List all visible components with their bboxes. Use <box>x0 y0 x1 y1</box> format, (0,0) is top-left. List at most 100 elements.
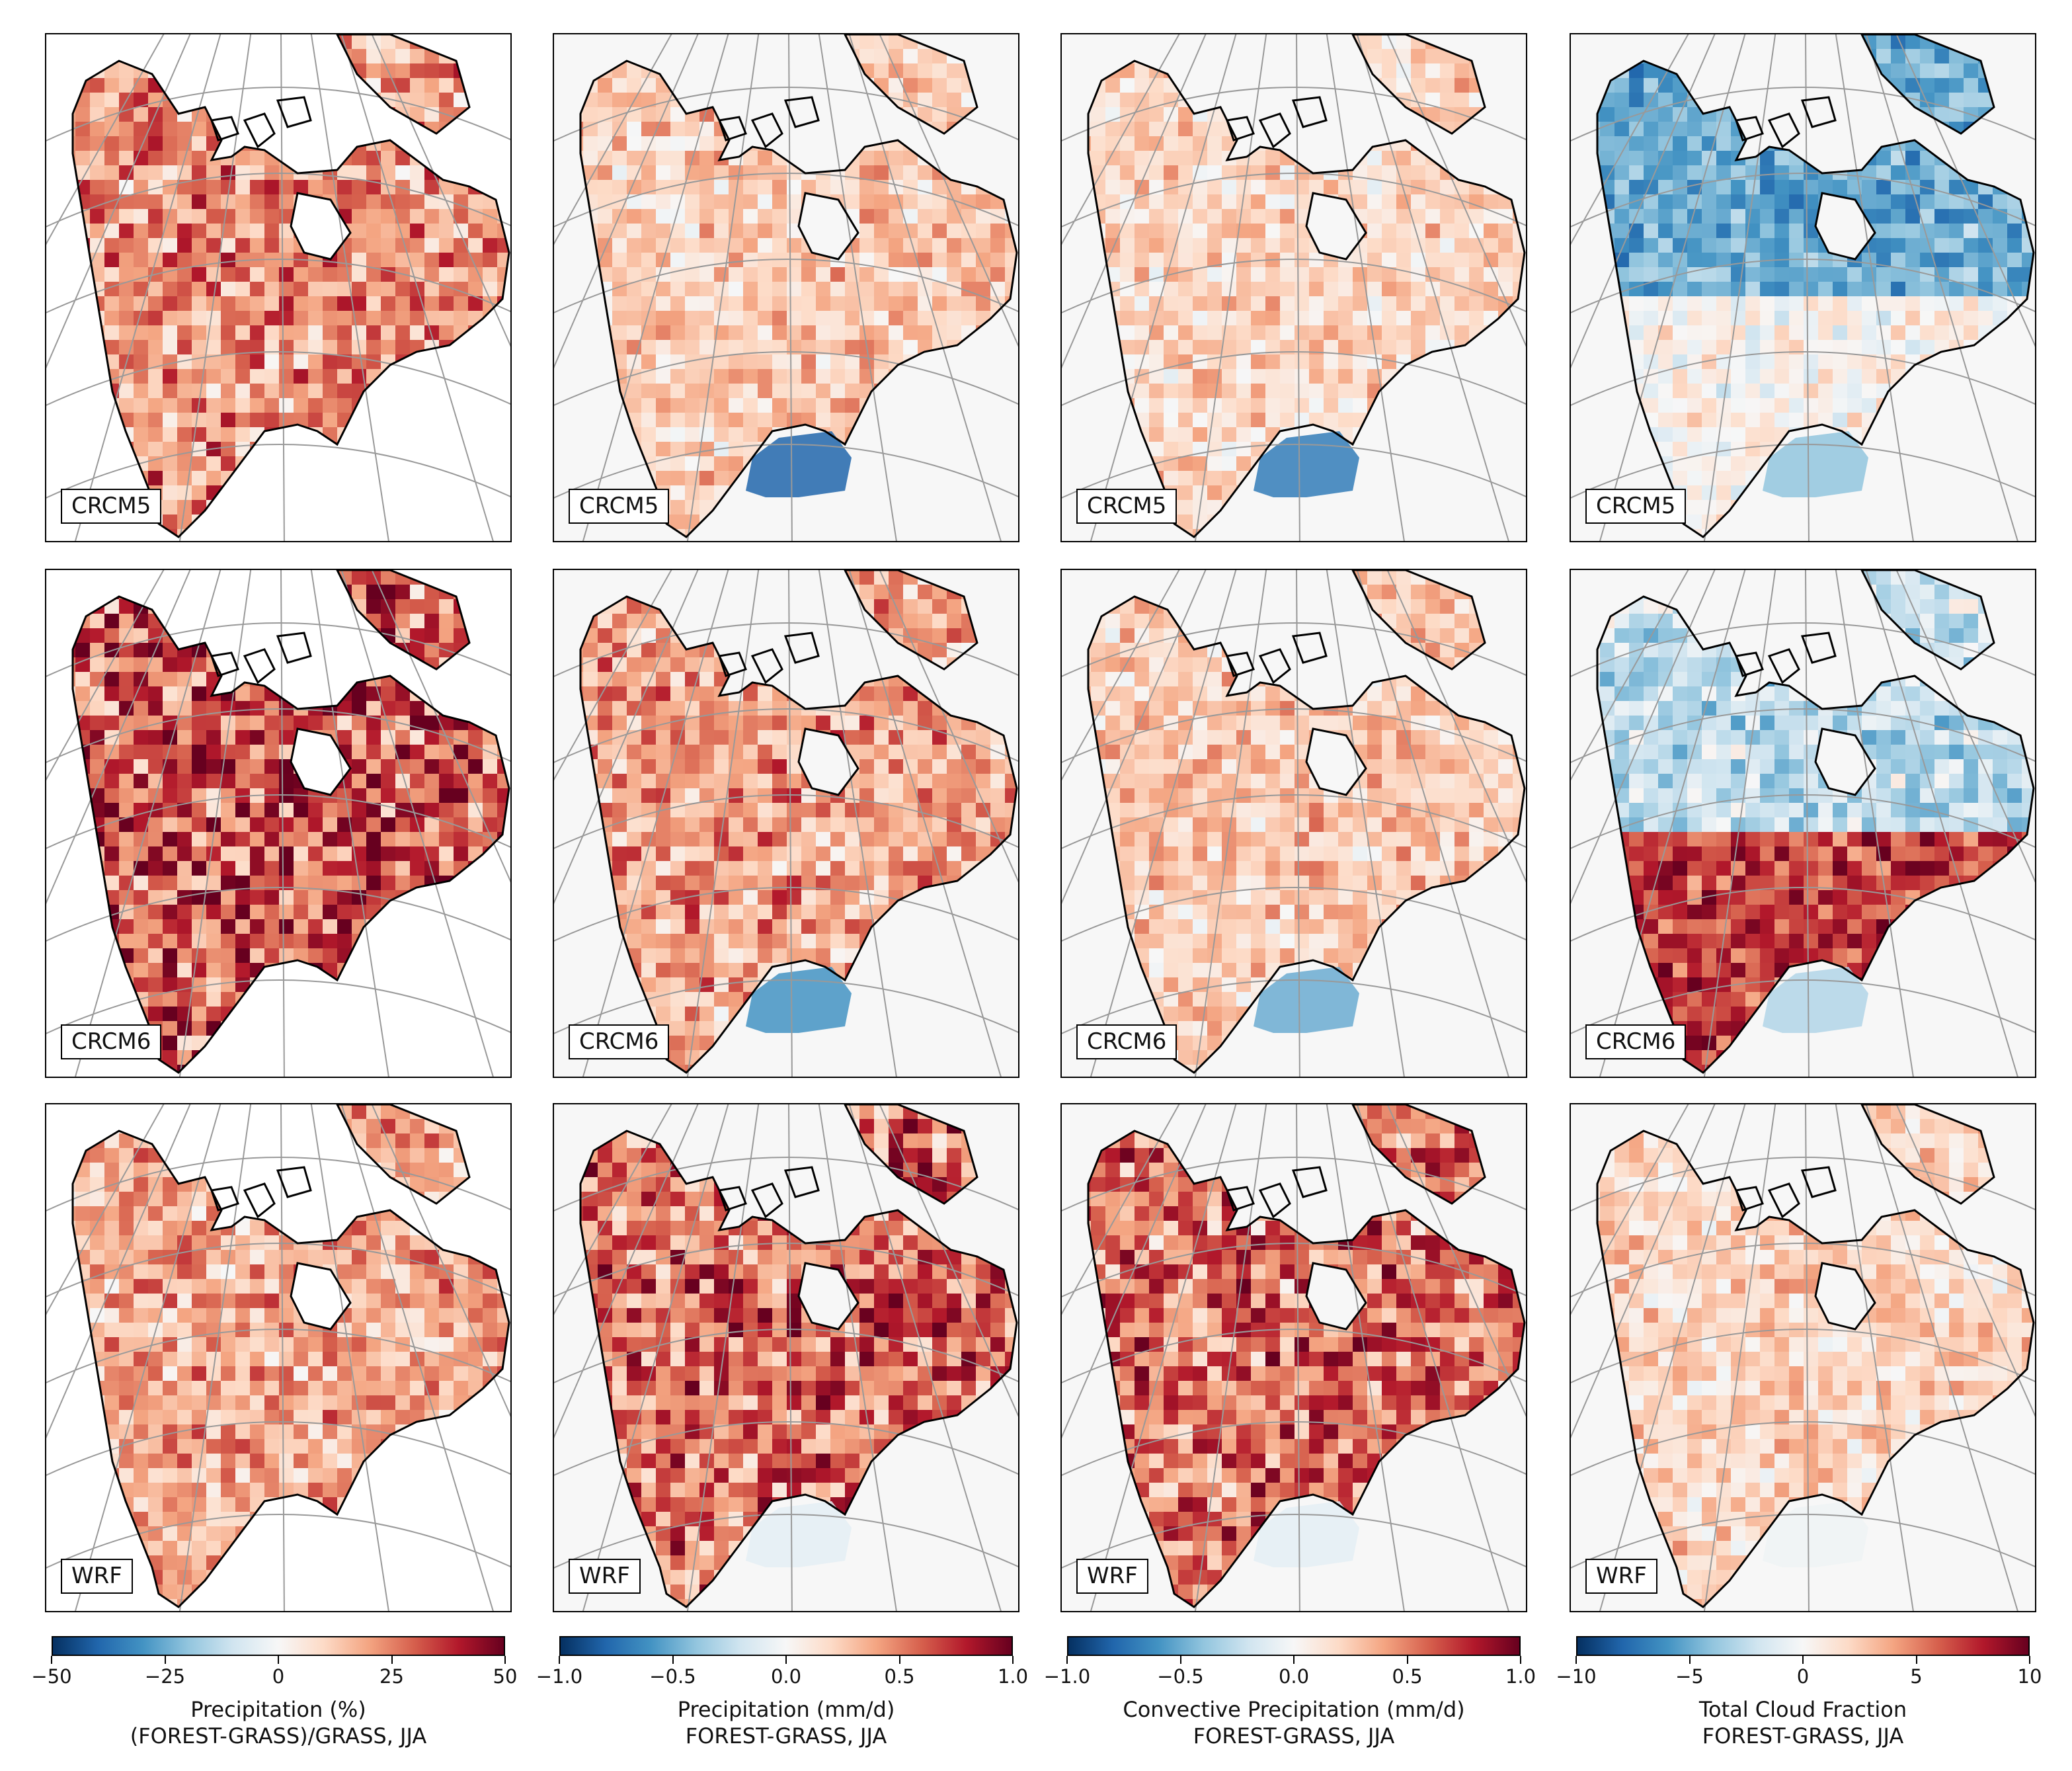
grid-cell <box>656 151 670 165</box>
grid-cell <box>772 311 787 325</box>
grid-cell <box>743 296 758 311</box>
grid-cell <box>221 427 235 442</box>
grid-cell <box>206 846 221 861</box>
grid-cell <box>177 238 192 253</box>
grid-cell <box>612 238 627 253</box>
grid-cell <box>699 296 714 311</box>
grid-cell <box>308 1366 323 1381</box>
map-panel: CRCM5 <box>553 33 1019 542</box>
grid-cell <box>337 832 352 846</box>
grid-cell <box>598 93 612 107</box>
grid-cell <box>583 657 598 672</box>
grid-cell <box>381 1279 395 1294</box>
grid-cell <box>627 78 641 93</box>
grid-cell <box>598 614 612 628</box>
grid-cell <box>250 817 264 832</box>
coastline <box>71 570 510 1074</box>
grid-cell <box>743 165 758 180</box>
grid-cell <box>714 238 729 253</box>
grid-cell <box>163 1526 177 1541</box>
grid-cell <box>918 93 932 107</box>
grid-cell <box>221 817 235 832</box>
grid-cell <box>787 238 801 253</box>
grid-cell <box>192 1235 206 1250</box>
grid-cell <box>148 1192 163 1206</box>
grid-cell <box>352 716 366 730</box>
grid-cell <box>308 1468 323 1483</box>
grid-cell <box>134 905 148 919</box>
grid-cell <box>119 774 134 788</box>
grid-cell <box>148 1206 163 1221</box>
grid-cell <box>134 759 148 774</box>
grid-cell <box>366 1294 381 1308</box>
grid-cell <box>714 224 729 238</box>
grid-cell <box>874 238 889 253</box>
grid-cell <box>497 788 509 803</box>
grid-cell <box>192 1221 206 1235</box>
grid-cell <box>308 934 323 948</box>
grid-cell <box>163 1050 177 1065</box>
grid-cell <box>454 311 468 325</box>
grid-cell <box>352 1235 366 1250</box>
grid-cell <box>641 643 656 657</box>
grid-cell <box>163 977 177 992</box>
grid-cell <box>177 934 192 948</box>
grid-cell <box>308 846 323 861</box>
grid-cell <box>874 296 889 311</box>
grid-cell <box>410 1235 424 1250</box>
colorbar: −50 −25 0 25 50 Precipitation (%) (FOREST-GRAS… <box>31 1636 517 1768</box>
grid-cell <box>148 1366 163 1381</box>
grid-cell <box>221 354 235 369</box>
grid-cell <box>337 398 352 413</box>
grid-cell <box>424 788 439 803</box>
grid-cell <box>699 151 714 165</box>
grid-cell <box>192 282 206 296</box>
grid-cell <box>177 1279 192 1294</box>
grid-cell <box>308 267 323 282</box>
grid-cell <box>163 515 177 529</box>
grid-cell <box>134 919 148 934</box>
grid-cell <box>395 876 410 890</box>
grid-cell <box>859 238 874 253</box>
grid-cell <box>685 369 699 384</box>
coastline <box>579 34 1018 538</box>
grid-cell <box>221 1483 235 1497</box>
grid-cell <box>177 413 192 427</box>
grid-cell <box>454 730 468 745</box>
grid-cell <box>932 93 947 107</box>
grid-cell <box>352 325 366 340</box>
grid-cell <box>279 1308 294 1323</box>
grid-cell <box>918 599 932 614</box>
grid-cell <box>772 398 787 413</box>
grid-cell <box>699 136 714 151</box>
grid-cell <box>874 282 889 296</box>
grid-cell <box>352 238 366 253</box>
grid-cell <box>163 398 177 413</box>
grid-cell <box>583 122 598 136</box>
grid-cell <box>192 1294 206 1308</box>
grid-cell <box>235 384 250 398</box>
grid-cell <box>323 919 337 934</box>
grid-cell <box>221 992 235 1007</box>
grid-cell <box>699 209 714 224</box>
grid-cell <box>192 1395 206 1410</box>
graticule <box>554 34 1018 541</box>
grid-cell <box>932 599 947 614</box>
grid-cell <box>641 296 656 311</box>
grid-cell <box>352 1264 366 1279</box>
grid-cell <box>119 384 134 398</box>
grid-cell <box>729 701 743 716</box>
grid-cell <box>845 165 859 180</box>
grid-cell <box>250 296 264 311</box>
grid-cell <box>250 1235 264 1250</box>
grid-cell <box>163 1497 177 1512</box>
grid-cell <box>250 1439 264 1454</box>
grid-cell <box>134 253 148 267</box>
grid-cell <box>192 643 206 657</box>
grid-cell <box>163 643 177 657</box>
grid-cell <box>366 759 381 774</box>
grid-cell <box>221 963 235 977</box>
grid-cell <box>308 832 323 846</box>
grid-cell <box>612 296 627 311</box>
grid-cell <box>119 325 134 340</box>
